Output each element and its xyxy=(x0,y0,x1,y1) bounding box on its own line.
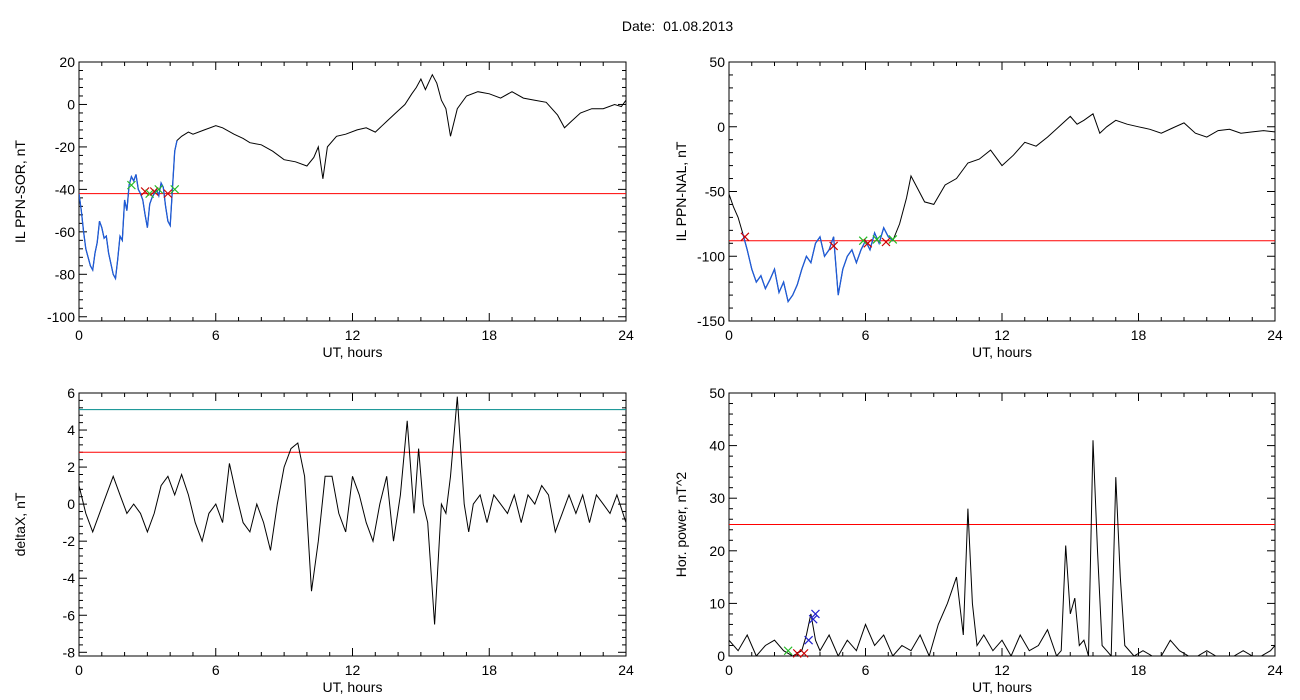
y-axis-label: deltaX, nT xyxy=(12,492,28,556)
y-tick-label: -100 xyxy=(47,309,75,325)
y-tick-label: 50 xyxy=(709,54,725,70)
x-axis-label: UT, hours xyxy=(972,679,1032,695)
y-tick-label: -4 xyxy=(63,570,76,586)
series-line xyxy=(79,396,626,625)
y-tick-label: 0 xyxy=(717,119,725,135)
event-marker xyxy=(126,180,136,190)
x-tick-label: 12 xyxy=(345,662,361,678)
series-highlight xyxy=(79,140,178,281)
y-tick-label: -6 xyxy=(63,607,76,623)
x-tick-label: 6 xyxy=(212,662,220,678)
x-tick-label: 24 xyxy=(618,327,634,343)
x-tick-label: 0 xyxy=(725,327,733,343)
event-marker xyxy=(163,189,173,199)
y-axis-label: Hor. power, nT^2 xyxy=(673,472,689,578)
event-marker xyxy=(863,238,873,248)
x-tick-label: 24 xyxy=(618,662,634,678)
x-tick-label: 24 xyxy=(1267,662,1283,678)
x-tick-label: 12 xyxy=(345,327,361,343)
y-tick-label: -50 xyxy=(705,184,725,200)
y-tick-label: 0 xyxy=(717,648,725,664)
y-tick-label: 2 xyxy=(67,459,75,475)
x-tick-label: 0 xyxy=(725,662,733,678)
plot-frame xyxy=(78,392,627,657)
event-marker xyxy=(792,648,802,658)
chart-il-ppn-nal: 0 6 12 18 24 -150 -100 -50 0 50 UT, hours IL PPN-NA… xyxy=(673,54,1283,360)
y-tick-label: -40 xyxy=(55,181,75,197)
y-tick-label: -20 xyxy=(55,139,75,155)
event-marker xyxy=(808,614,818,624)
series-highlight xyxy=(741,226,894,304)
event-marker xyxy=(888,234,898,244)
chart-il-ppn-sor: 0 6 12 18 24 -100 -80 -60 -40 -20 0 20 UT, hours IL P… xyxy=(12,54,634,360)
y-tick-label: 10 xyxy=(709,595,725,611)
event-marker xyxy=(799,648,809,658)
x-tick-label: 18 xyxy=(481,662,497,678)
y-tick-label: 20 xyxy=(709,543,725,559)
x-tick-label: 6 xyxy=(212,327,220,343)
page-title: Date: 01.08.2013 xyxy=(621,18,734,34)
series-line xyxy=(79,73,626,281)
event-marker xyxy=(881,237,891,247)
x-axis-label: UT, hours xyxy=(323,679,383,695)
event-marker xyxy=(829,241,839,251)
y-axis-label: IL PPN-NAL, nT xyxy=(673,141,689,241)
plot-frame xyxy=(728,61,1276,322)
y-axis-label: IL PPN-SOR, nT xyxy=(12,140,28,243)
x-tick-label: 18 xyxy=(1131,327,1147,343)
series-line xyxy=(729,113,1275,303)
event-marker xyxy=(783,646,793,656)
event-marker xyxy=(740,232,750,242)
y-tick-label: 6 xyxy=(67,385,75,401)
x-tick-label: 18 xyxy=(481,327,497,343)
x-tick-label: 12 xyxy=(994,662,1010,678)
x-tick-label: 0 xyxy=(75,327,83,343)
y-tick-label: 0 xyxy=(67,496,75,512)
y-tick-label: -150 xyxy=(697,313,725,329)
x-tick-label: 24 xyxy=(1267,327,1283,343)
y-tick-label: 4 xyxy=(67,422,75,438)
y-tick-label: 20 xyxy=(59,54,75,70)
chart-hor-power: 0 6 12 18 24 0 10 20 30 40 50 UT, hours Hor. power, … xyxy=(673,385,1283,695)
event-marker xyxy=(170,184,180,194)
x-tick-label: 0 xyxy=(75,662,83,678)
x-tick-label: 6 xyxy=(862,662,870,678)
y-tick-label: 0 xyxy=(67,96,75,112)
y-tick-label: 50 xyxy=(709,385,725,401)
event-marker xyxy=(145,189,155,199)
x-tick-label: 6 xyxy=(862,327,870,343)
event-marker xyxy=(811,609,820,619)
series-line xyxy=(729,440,1275,656)
event-marker xyxy=(804,635,814,645)
y-tick-label: -8 xyxy=(63,644,76,660)
x-tick-label: 12 xyxy=(994,327,1010,343)
x-axis-label: UT, hours xyxy=(972,344,1032,360)
y-tick-label: -100 xyxy=(697,248,725,264)
event-marker xyxy=(858,236,868,246)
y-tick-label: 40 xyxy=(709,438,725,454)
event-marker xyxy=(154,184,164,194)
y-tick-label: 30 xyxy=(709,490,725,506)
event-marker xyxy=(140,187,150,196)
x-axis-label: UT, hours xyxy=(323,344,383,360)
y-tick-label: -80 xyxy=(55,266,75,282)
event-marker xyxy=(872,234,882,244)
x-tick-label: 18 xyxy=(1131,662,1147,678)
y-tick-label: -60 xyxy=(55,224,75,240)
y-tick-label: -2 xyxy=(63,533,76,549)
event-marker xyxy=(149,187,159,196)
